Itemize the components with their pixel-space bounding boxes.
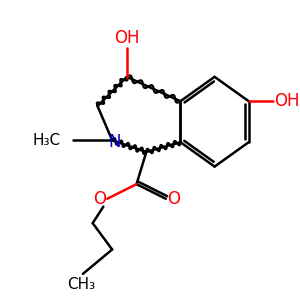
Text: H₃C: H₃C: [32, 133, 61, 148]
Text: CH₃: CH₃: [67, 277, 95, 292]
Text: OH: OH: [274, 92, 299, 110]
Text: O: O: [93, 190, 106, 208]
Text: N: N: [109, 133, 121, 151]
Text: OH: OH: [114, 29, 140, 47]
Text: O: O: [167, 190, 180, 208]
